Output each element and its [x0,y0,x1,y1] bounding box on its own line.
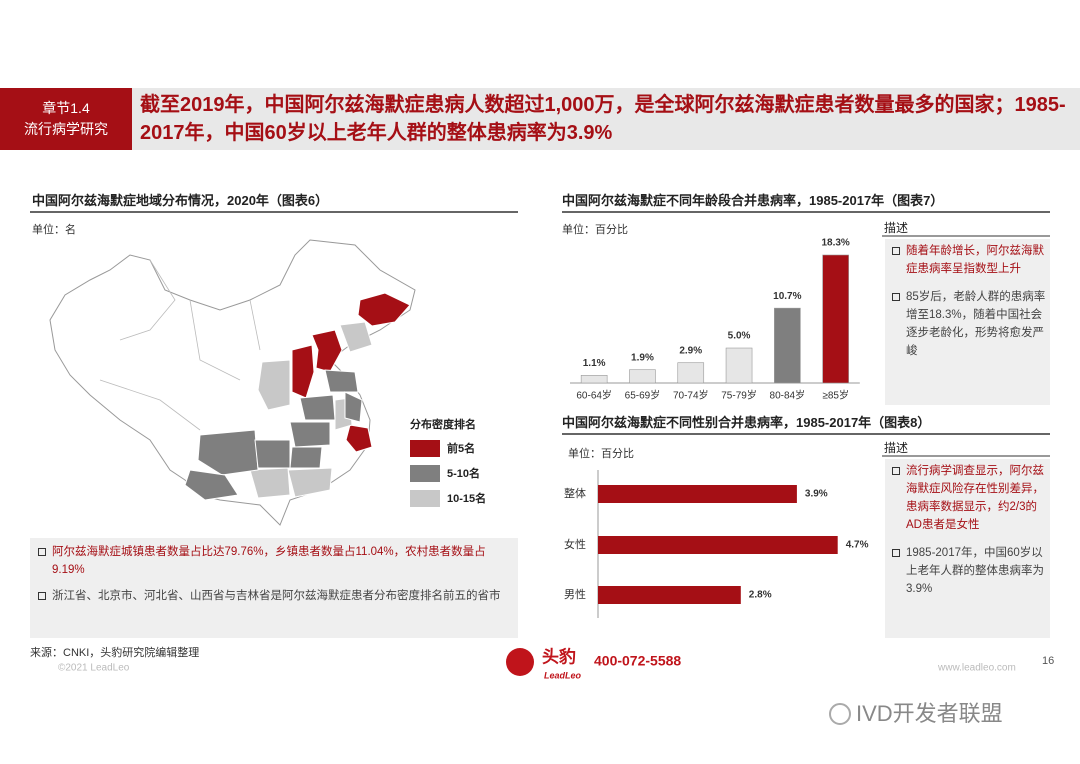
legend-title: 分布密度排名 [410,417,476,431]
logo-icon [506,648,534,676]
x-tick-label: 75-79岁 [721,389,757,402]
desc-box [885,239,1050,405]
logo-sub: LeadLeo [544,670,582,680]
province [287,467,333,498]
legend-swatch [410,490,440,507]
chart-title: 中国阿尔兹海默症不同性别合并患病率，1985-2017年（图表8） [562,415,931,430]
note: 流行病学调查显示，阿尔兹海默症风险存在性别差异，患病率数据显示，约2/3的AD患… [890,462,1046,534]
legend-swatch [410,465,440,482]
source: 来源：CNKI，头豹研究院编辑整理 [30,645,199,659]
value-label: 2.8% [749,590,772,601]
section: 流行病学研究 [24,121,108,137]
bar [629,369,656,384]
legend-label: 前5名 [447,441,475,455]
x-tick-label: 80-84岁 [770,389,806,402]
watermark: IVD开发者联盟 [856,701,1003,726]
province [344,391,363,423]
desc-title: 描述 [884,221,909,235]
province [345,424,373,453]
x-tick-label: 65-69岁 [625,389,661,402]
map-unit: 单位：名 [32,224,76,236]
note: 浙江省、北京市、河北省、山西省与吉林省是阿尔兹海默症患者分布密度排名前五的省市 [36,587,512,605]
province [257,359,291,411]
province [324,369,359,393]
chart-title: 中国阿尔兹海默症不同年龄段合并患病率，1985-2017年（图表7） [562,193,944,208]
page-number: 16 [1042,655,1054,667]
note: 85岁后，老龄人群的患病率增至18.3%，随着中国社会逐步老龄化，形势将愈发严峻 [890,288,1046,360]
bar [677,362,705,384]
value-label: 5.0% [728,331,751,342]
chart-subtitle: 单位：百分比 [562,224,628,236]
value-label: 2.9% [679,345,702,356]
y-tick-label: 女性 [564,537,586,551]
y-tick-label: 男性 [564,587,586,601]
notes-box [30,538,518,638]
logo: 头豹 [542,646,576,666]
note: 随着年龄增长，阿尔兹海默症患病率呈指数型上升 [890,242,1046,278]
map-notes: 阿尔兹海默症城镇患者数量占比达79.76%，乡镇患者数量占11.04%，农村患者… [36,543,512,605]
x-tick-label: ≥85岁 [822,389,849,402]
chart-subtitle: 单位：百分比 [568,448,634,460]
province [299,394,336,421]
legend-label: 10-15名 [447,491,486,505]
bar [598,536,838,554]
map-borders [99,259,261,431]
phone: 400-072-5588 [594,653,681,669]
map-outline [49,239,416,526]
bar [598,485,797,503]
province [339,321,373,353]
copyright: ©2021 LeadLeo [58,663,130,674]
province [197,429,259,476]
value-label: 1.9% [631,352,654,363]
wechat-icon [829,703,851,725]
chapter: 章节1.4 [42,100,90,116]
desc: 随着年龄增长，阿尔兹海默症患病率呈指数型上升 85岁后，老龄人群的患病率增至18… [890,242,1046,360]
page-title: 截至2019年，中国阿尔兹海默症患病人数超过1,000万，是全球阿尔兹海默症患者… [140,94,1066,144]
x-tick-label: 60-64岁 [576,389,612,402]
province [249,467,291,499]
value-label: 10.7% [773,291,801,302]
bar [598,586,741,604]
desc-box [885,459,1050,638]
province [289,446,323,469]
bar [580,375,608,384]
value-label: 3.9% [805,489,828,500]
province [357,292,411,327]
province [184,469,239,501]
bar [774,307,801,384]
desc: 流行病学调查显示，阿尔兹海默症风险存在性别差异，患病率数据显示，约2/3的AD患… [890,462,1046,598]
value-label: 4.7% [846,540,869,551]
x-tick-label: 70-74岁 [673,389,709,402]
note: 1985-2017年，中国60岁以上老年人群的整体患病率为3.9% [890,544,1046,598]
legend-swatch [410,440,440,457]
website: www.leadleo.com [937,663,1016,674]
map-title: 中国阿尔兹海默症地域分布情况，2020年（图表6） [32,193,329,208]
province [291,344,315,399]
note: 阿尔兹海默症城镇患者数量占比达79.76%，乡镇患者数量占11.04%，农村患者… [36,543,512,579]
title-band [132,88,1080,150]
chapter-box: 章节1.4 流行病学研究 [0,88,132,150]
province [289,421,331,448]
bar [725,347,753,384]
province [254,439,291,469]
desc-title: 描述 [884,441,909,455]
value-label: 1.1% [583,358,606,369]
value-label: 18.3% [821,238,849,249]
legend-label: 5-10名 [447,466,480,480]
bar [822,254,849,384]
y-tick-label: 整体 [564,486,586,500]
